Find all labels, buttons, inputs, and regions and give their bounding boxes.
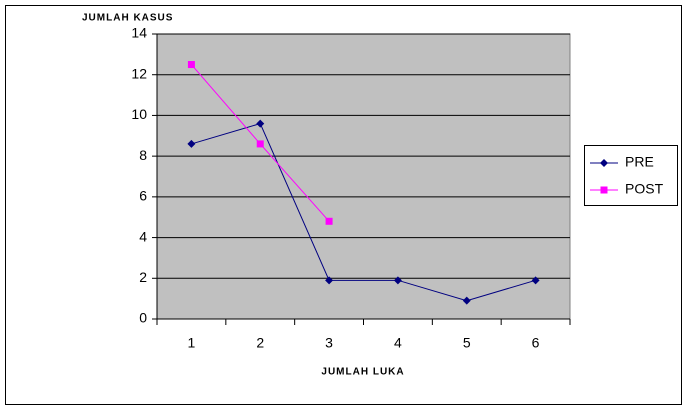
- x-tick-label: 3: [325, 335, 333, 351]
- y-axis-title: JUMLAH KASUS: [82, 13, 173, 24]
- x-axis-title: JUMLAH LUKA: [321, 367, 404, 378]
- marker: [325, 276, 334, 285]
- marker: [256, 119, 265, 128]
- series-line: [191, 122, 536, 302]
- marker: [393, 276, 402, 285]
- marker: [600, 186, 608, 194]
- marker: [256, 140, 264, 148]
- x-tick-label: 6: [532, 335, 540, 351]
- marker: [187, 61, 195, 69]
- legend-label: PRE: [625, 154, 654, 170]
- legend-box: [584, 145, 678, 206]
- marker: [600, 159, 608, 167]
- legend-label: POST: [625, 181, 664, 197]
- marker: [187, 139, 196, 148]
- y-tick-label: 12: [131, 65, 147, 81]
- y-tick-label: 4: [139, 228, 147, 244]
- plot-area: [156, 33, 571, 320]
- x-tick-label: 2: [256, 335, 264, 351]
- x-tick-label: 5: [463, 335, 471, 351]
- y-tick-label: 2: [139, 269, 147, 285]
- marker: [531, 276, 540, 285]
- marker: [325, 217, 333, 225]
- x-tick-label: 4: [394, 335, 402, 351]
- y-tick-label: 6: [139, 188, 147, 204]
- y-tick-label: 0: [139, 310, 147, 326]
- y-tick-label: 10: [131, 106, 147, 122]
- y-tick-label: 8: [139, 147, 147, 163]
- x-tick-label: 1: [188, 335, 196, 351]
- marker: [462, 296, 471, 305]
- y-tick-label: 14: [131, 25, 147, 41]
